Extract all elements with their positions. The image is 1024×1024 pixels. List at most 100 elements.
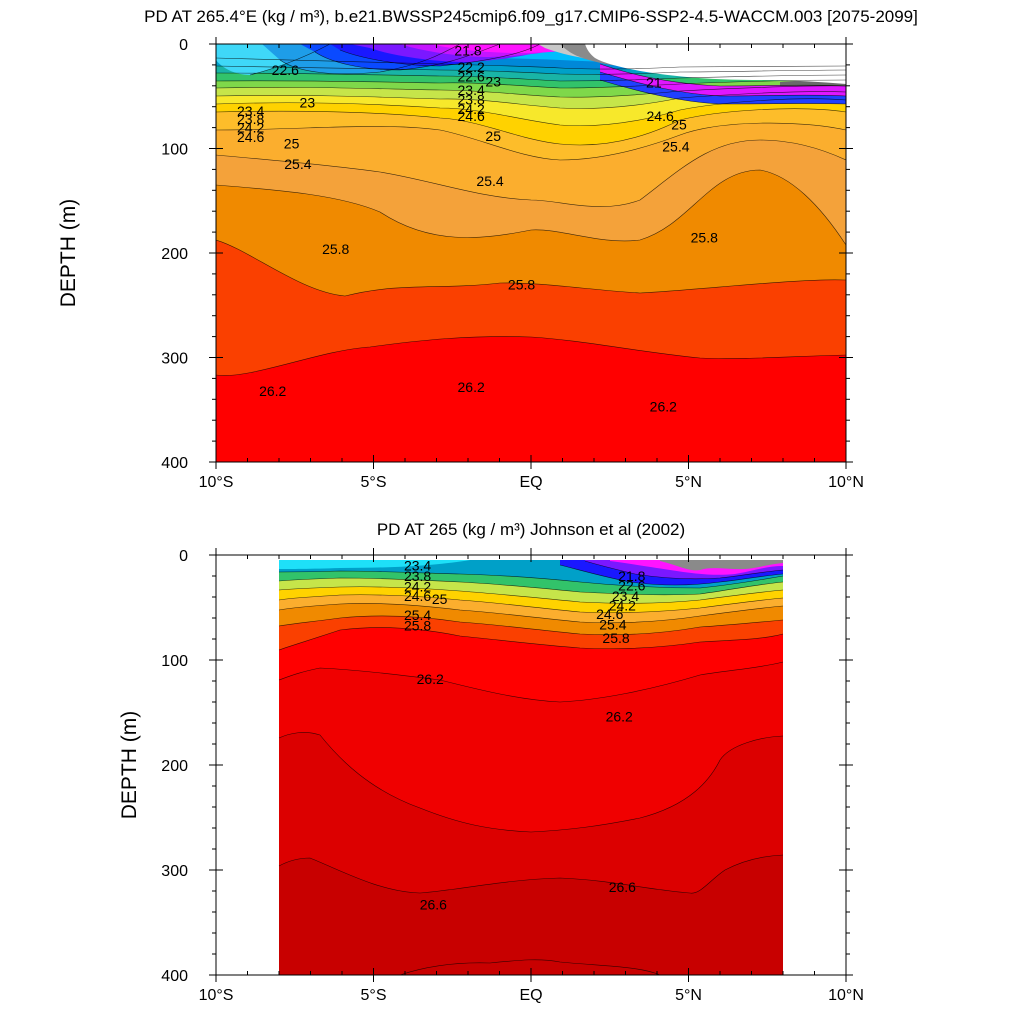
bottom-y-tick-label: 0	[179, 548, 188, 565]
top-contour-fill	[216, 44, 846, 462]
top-x-tick-label: 10°S	[199, 474, 234, 491]
top-y-tick-label: 0	[179, 37, 188, 54]
bottom-contour-fill	[279, 560, 783, 975]
top-y-tick-label: 200	[161, 246, 188, 263]
top-contour-label: 21	[646, 75, 662, 91]
bottom-contour-line	[278, 732, 784, 833]
top-x-tick-label: EQ	[519, 474, 542, 491]
top-x-tick-label: 5°N	[675, 474, 702, 491]
top-missing-region	[585, 44, 846, 84]
bottom-contour-line	[278, 603, 784, 624]
top-contour-label: 23.4	[458, 82, 485, 98]
top-contour-line	[216, 85, 846, 98]
bottom-contour-label: 25.4	[404, 607, 431, 623]
bottom-contour-label: 24.2	[404, 579, 431, 595]
bottom-contour-line	[278, 627, 784, 651]
bottom-contour-label: 23.4	[404, 558, 431, 574]
top-contour-line	[216, 72, 846, 82]
bottom-contour-label: 24.6	[596, 606, 623, 622]
bottom-contour-label: 26.2	[417, 671, 444, 687]
bottom-contour-label: 25.8	[404, 617, 431, 633]
top-contour-label: 23.8	[237, 111, 264, 127]
top-contour-lines	[216, 44, 846, 376]
bottom-contour-label: 25.8	[602, 630, 629, 646]
top-contour-label: 25.4	[284, 156, 311, 172]
bottom-contour-labels: 23.423.824.224.6 2525.425.821.822.623.424…	[404, 558, 646, 913]
bottom-contour-label: 26.6	[420, 897, 447, 913]
bottom-contour-line	[278, 577, 784, 596]
bottom-x-axis: 10°S 5°S EQ 5°N 10°N	[199, 548, 864, 1004]
bottom-contour-line	[278, 586, 784, 604]
bottom-x-tick-label: 10°N	[828, 987, 864, 1004]
top-contour-label: 26.2	[259, 383, 286, 399]
top-contour-line	[339, 44, 541, 67]
top-contour-label: 22.6	[272, 62, 299, 78]
top-x-tick-label: 5°S	[361, 474, 387, 491]
top-contour-line	[599, 71, 846, 97]
bottom-y-tick-label: 200	[161, 758, 188, 775]
top-y-tick-label: 400	[161, 455, 188, 472]
bottom-x-tick-label: EQ	[519, 987, 542, 1004]
top-contour-line	[314, 44, 501, 71]
top-contour-line	[599, 79, 846, 105]
top-y-axis: 0 100 200 300 400	[161, 37, 853, 472]
top-contour-line	[216, 79, 846, 89]
top-contour-label: 25	[671, 116, 687, 132]
top-contour-line	[279, 44, 461, 75]
bottom-band-23-4	[279, 560, 470, 569]
bottom-contour-label: 25	[432, 591, 448, 607]
top-contour-line	[216, 98, 846, 127]
bottom-y-tick-label: 400	[161, 968, 188, 985]
bottom-contour-label: 24.2	[609, 597, 636, 613]
top-contour-label: 25.4	[476, 173, 503, 189]
top-contour-label: 26.2	[650, 399, 677, 415]
bottom-y-axis: 0 100 200 300 400	[161, 548, 853, 985]
bottom-contour-label: 21.8	[618, 568, 645, 584]
top-chart-title: PD AT 265.4°E (kg / m³), b.e21.BWSSP245c…	[144, 7, 918, 26]
bottom-contour-line	[278, 854, 784, 894]
top-contour-label: 21.8	[454, 42, 481, 58]
bottom-x-tick-label: 5°S	[361, 987, 387, 1004]
top-contour-line	[216, 122, 846, 161]
top-contour-panel: PD AT 265.4°E (kg / m³), b.e21.BWSSP245c…	[57, 7, 918, 491]
top-contour-line	[216, 108, 846, 146]
top-contour-label: 23.8	[458, 91, 485, 107]
bottom-contour-line	[559, 564, 784, 586]
bottom-x-tick-label: 10°S	[199, 987, 234, 1004]
top-contour-label: 26.2	[458, 379, 485, 395]
top-contour-label: 24.6	[647, 108, 674, 124]
top-contour-label: 22.6	[458, 68, 485, 84]
top-y-axis-label: DEPTH (m)	[57, 199, 80, 308]
bottom-contour-label: 22.6	[618, 577, 645, 593]
top-y-tick-label: 100	[161, 142, 188, 159]
bottom-chart-title: PD AT 265 (kg / m³) Johnson et al (2002)	[377, 520, 685, 539]
top-contour-label: 24.2	[237, 120, 264, 136]
bottom-band-north-gray	[660, 560, 783, 571]
top-contour-label: 22.2	[458, 59, 485, 75]
top-contour-label: 25	[284, 135, 300, 151]
bottom-contour-line	[278, 615, 784, 636]
bottom-contour-line	[278, 594, 784, 614]
top-contour-line	[216, 57, 846, 70]
top-contour-line	[216, 139, 846, 207]
bottom-contour-label: 25.4	[599, 616, 626, 632]
top-y-tick-label: 300	[161, 351, 188, 368]
top-contour-label: 24.2	[458, 101, 485, 117]
top-contour-line	[216, 169, 846, 246]
top-contour-label: 25.4	[662, 138, 689, 154]
bottom-y-axis-label: DEPTH (m)	[118, 711, 141, 820]
top-contour-line	[599, 63, 846, 87]
bottom-contour-label: 26.6	[609, 879, 636, 895]
bottom-x-tick-label: 5°N	[675, 987, 702, 1004]
bottom-contour-label: 23.8	[404, 568, 431, 584]
top-x-tick-label: 10°N	[828, 474, 864, 491]
top-contour-labels: 21.822.222.6 22.6 232323.423.824.224.623.4…	[237, 42, 718, 414]
bottom-contour-panel: PD AT 265 (kg / m³) Johnson et al (2002)…	[118, 520, 864, 1004]
top-x-axis: 10°S 5°S EQ 5°N 10°N	[199, 37, 864, 491]
top-contour-label: 25.8	[508, 276, 535, 292]
top-contour-line	[216, 65, 846, 75]
top-contour-label: 25	[485, 128, 501, 144]
bottom-y-tick-label: 300	[161, 863, 188, 880]
top-contour-label: 25.8	[691, 229, 718, 245]
